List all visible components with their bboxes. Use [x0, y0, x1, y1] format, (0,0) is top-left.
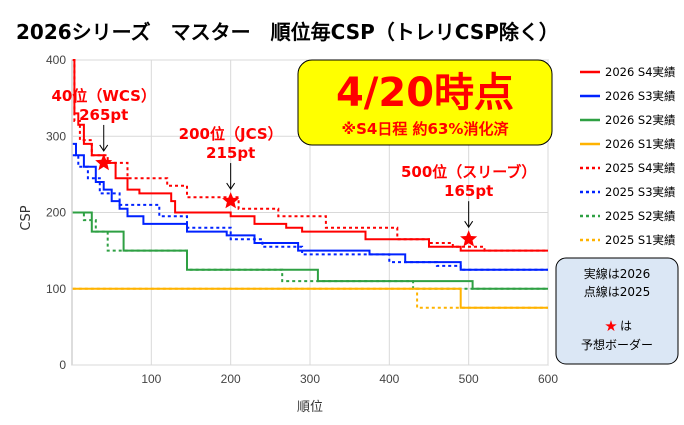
x-tick-label: 500 — [459, 372, 479, 386]
legend-label: 2025 S4実績 — [605, 161, 676, 175]
note-line-solid: 実線は2026 — [584, 266, 651, 281]
y-tick-label: 200 — [46, 206, 66, 220]
series-line-2026-S1実績 — [72, 287, 548, 309]
y-tick-label: 300 — [46, 129, 66, 143]
x-axis-label: 順位 — [297, 400, 323, 415]
x-tick-label: 100 — [141, 372, 161, 386]
marker-value-label: 265pt — [79, 106, 128, 124]
x-tick-labels: 100 200 300 400 500 600 — [141, 372, 558, 386]
headline-subtitle: ※S4日程 約63%消化済 — [342, 120, 510, 138]
y-tick-label: 100 — [46, 282, 66, 296]
marker-arrow-head — [464, 220, 474, 229]
x-tick-label: 400 — [379, 372, 399, 386]
border-star-marker — [95, 153, 113, 171]
marker-value-label: 165pt — [444, 182, 493, 200]
legend-label: 2026 S4実績 — [605, 65, 676, 79]
y-tick-label: 400 — [46, 53, 66, 67]
marker-rank-label: 200位（JCS） — [179, 125, 283, 143]
x-tick-label: 200 — [221, 372, 241, 386]
series-line-2026-S4実績 — [72, 59, 548, 252]
star-icon: ★ — [604, 317, 617, 335]
border-markers: 40位（WCS）265pt 200位（JCS）215pt 500位（スリーブ）165… — [51, 87, 536, 247]
note-line-dotted: 点線は2025 — [584, 284, 651, 299]
series-lines — [72, 59, 548, 309]
border-star-marker — [222, 192, 240, 209]
note-star-suffix: は — [620, 319, 632, 333]
marker-rank-label: 500位（スリーブ） — [401, 163, 536, 181]
legend-label: 2026 S1実績 — [605, 137, 676, 151]
border-star-marker — [460, 230, 478, 247]
series-line-2026-S3実績 — [72, 142, 548, 271]
x-tick-label: 300 — [300, 372, 320, 386]
legend-label: 2025 S1実績 — [605, 233, 676, 247]
legend-label: 2025 S3実績 — [605, 185, 676, 199]
y-axis-label: CSP — [19, 205, 34, 230]
x-tick-label: 600 — [538, 372, 558, 386]
chart-title: 2026シリーズ マスター 順位毎CSP（トレリCSP除く） — [16, 20, 559, 44]
marker-arrow-head — [99, 144, 109, 152]
legend-label: 2026 S2実績 — [605, 113, 676, 127]
marker-value-label: 215pt — [206, 144, 255, 162]
marker-rank-label: 40位（WCS） — [51, 87, 156, 105]
y-tick-labels: 0 100 200 300 400 — [46, 53, 66, 372]
legend-label: 2026 S3実績 — [605, 89, 676, 103]
series-line-2025-S4実績 — [72, 59, 548, 252]
series-line-2026-S2実績 — [72, 211, 548, 290]
marker-arrow-head — [226, 182, 236, 190]
headline-box — [297, 59, 553, 146]
headline-date: 4/20時点 — [336, 70, 514, 116]
note-box — [555, 257, 679, 365]
y-tick-label: 0 — [59, 358, 66, 372]
note-forecast-border: 予想ボーダー — [581, 337, 653, 352]
legend: 2026 S4実績 2026 S3実績 2026 S2実績 2026 S1実績 2025… — [580, 65, 676, 247]
legend-label: 2025 S2実績 — [605, 209, 676, 223]
